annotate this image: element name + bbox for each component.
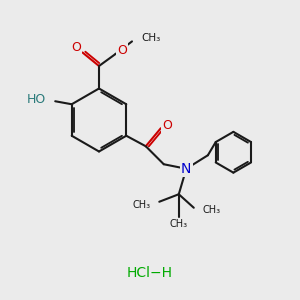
- Text: O: O: [71, 40, 81, 54]
- Text: N: N: [181, 162, 191, 176]
- Text: O: O: [162, 119, 172, 132]
- Text: CH₃: CH₃: [132, 200, 150, 210]
- Text: HO: HO: [27, 93, 46, 106]
- Text: CH₃: CH₃: [141, 33, 160, 43]
- Text: O: O: [117, 44, 127, 57]
- Text: HCl−H: HCl−H: [127, 266, 173, 280]
- Text: CH₃: CH₃: [170, 219, 188, 229]
- Text: CH₃: CH₃: [202, 205, 220, 215]
